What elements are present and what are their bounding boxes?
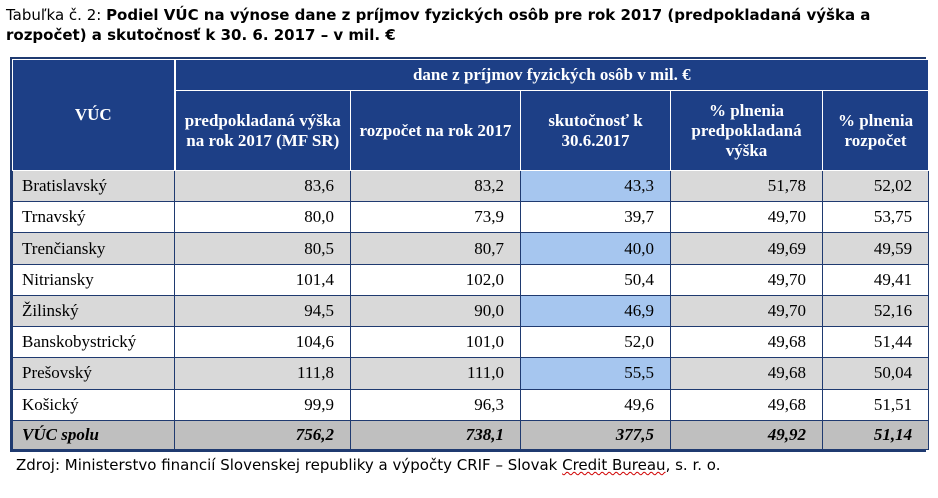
total-row-name: VÚC spolu: [12, 419, 175, 451]
cell-predpokladana: 99,9: [174, 388, 351, 421]
row-name: Banskobystrický: [12, 326, 175, 359]
cell-skutocnost: 55,5: [520, 357, 671, 390]
table-row: Trenčiansky 80,5 80,7 40,0 49,69 49,59: [12, 232, 930, 265]
row-name: Žilinský: [12, 294, 175, 328]
cell-predpokladana: 80,5: [174, 232, 351, 265]
cell-skutocnost: 50,4: [520, 263, 671, 296]
cell-plnenie-rozpocet: 49,59: [821, 232, 930, 265]
total-plnenie-rozpocet: 51,14: [821, 419, 930, 451]
cell-predpokladana: 94,5: [174, 294, 351, 328]
data-table-frame: VÚC dane z príjmov fyzických osôb v mil.…: [10, 57, 930, 452]
total-row: VÚC spolu 756,2 738,1 377,5 49,92 51,14: [12, 419, 930, 451]
caption-prefix: Tabuľka č. 2:: [6, 6, 107, 24]
table-row: Prešovský 111,8 111,0 55,5 49,68 50,04: [12, 357, 930, 390]
table-header: VÚC dane z príjmov fyzických osôb v mil.…: [12, 59, 930, 171]
header-col-rozpocet: rozpočet na rok 2017: [350, 90, 521, 171]
table-row: Nitriansky 101,4 102,0 50,4 49,70 49,41: [12, 263, 930, 296]
header-col-plnenie-predpokladana: % plnenia predpokladaná výška: [670, 90, 823, 171]
cell-skutocnost: 49,6: [520, 388, 671, 421]
row-name: Trnavský: [12, 201, 175, 234]
table-row: Košický 99,9 96,3 49,6 49,68 51,51: [12, 388, 930, 421]
cell-plnenie-rozpocet: 49,41: [821, 263, 930, 296]
header-group: dane z príjmov fyzických osôb v mil. €: [173, 59, 930, 91]
source-underlined-text: Credit Bureau: [562, 456, 666, 474]
cell-skutocnost: 52,0: [520, 326, 671, 359]
cell-plnenie-rozpocet: 50,04: [821, 357, 930, 390]
row-name: Prešovský: [12, 357, 175, 390]
total-predpokladana: 756,2: [174, 419, 351, 451]
cell-plnenie-predpokladana: 49,68: [670, 326, 823, 359]
caption-title: Podiel VÚC na výnose dane z príjmov fyzi…: [6, 6, 871, 44]
header-col-predpokladana: predpokladaná výška na rok 2017 (MF SR): [174, 90, 351, 171]
total-rozpocet: 738,1: [350, 419, 521, 451]
row-name: Košický: [12, 388, 175, 421]
cell-plnenie-predpokladana: 49,70: [670, 294, 823, 328]
total-skutocnost: 377,5: [520, 419, 671, 451]
cell-plnenie-rozpocet: 51,44: [821, 326, 930, 359]
header-col-skutocnost: skutočnosť k 30.6.2017: [520, 90, 671, 171]
cell-predpokladana: 83,6: [174, 169, 351, 203]
cell-plnenie-rozpocet: 52,02: [821, 169, 930, 203]
row-name: Bratislavský: [12, 169, 175, 203]
table-row: Bratislavský 83,6 83,2 43,3 51,78 52,02: [12, 169, 930, 203]
source-note: Zdroj: Ministerstvo financií Slovenskej …: [16, 455, 720, 475]
cell-rozpocet: 102,0: [350, 263, 521, 296]
cell-plnenie-predpokladana: 49,70: [670, 201, 823, 234]
cell-plnenie-predpokladana: 49,68: [670, 388, 823, 421]
cell-rozpocet: 80,7: [350, 232, 521, 265]
table-body: Bratislavský 83,6 83,2 43,3 51,78 52,02 …: [12, 169, 930, 451]
cell-rozpocet: 101,0: [350, 326, 521, 359]
cell-plnenie-rozpocet: 52,16: [821, 294, 930, 328]
source-text-end: , s. r. o.: [665, 456, 721, 474]
cell-predpokladana: 104,6: [174, 326, 351, 359]
table-row: Banskobystrický 104,6 101,0 52,0 49,68 5…: [12, 326, 930, 359]
cell-plnenie-predpokladana: 49,69: [670, 232, 823, 265]
cell-skutocnost: 46,9: [520, 294, 671, 328]
cell-predpokladana: 101,4: [174, 263, 351, 296]
cell-rozpocet: 90,0: [350, 294, 521, 328]
cell-predpokladana: 111,8: [174, 357, 351, 390]
table-row: Žilinský 94,5 90,0 46,9 49,70 52,16: [12, 294, 930, 328]
cell-skutocnost: 40,0: [520, 232, 671, 265]
source-text: Zdroj: Ministerstvo financií Slovenskej …: [16, 456, 563, 474]
table-row: Trnavský 80,0 73,9 39,7 49,70 53,75: [12, 201, 930, 234]
cell-plnenie-rozpocet: 51,51: [821, 388, 930, 421]
row-name: Nitriansky: [12, 263, 175, 296]
table-caption: Tabuľka č. 2: Podiel VÚC na výnose dane …: [6, 5, 932, 45]
header-vuc: VÚC: [12, 59, 176, 171]
cell-rozpocet: 111,0: [350, 357, 521, 390]
total-plnenie-predpokladana: 49,92: [670, 419, 823, 451]
cell-rozpocet: 73,9: [350, 201, 521, 234]
cell-rozpocet: 96,3: [350, 388, 521, 421]
cell-rozpocet: 83,2: [350, 169, 521, 203]
cell-plnenie-predpokladana: 49,70: [670, 263, 823, 296]
header-col-plnenie-rozpocet: % plnenia rozpočet: [821, 90, 930, 171]
cell-plnenie-predpokladana: 51,78: [670, 169, 823, 203]
cell-skutocnost: 39,7: [520, 201, 671, 234]
cell-predpokladana: 80,0: [174, 201, 351, 234]
data-table: VÚC dane z príjmov fyzických osôb v mil.…: [12, 59, 930, 451]
cell-plnenie-rozpocet: 53,75: [821, 201, 930, 234]
cell-plnenie-predpokladana: 49,68: [670, 357, 823, 390]
row-name: Trenčiansky: [12, 232, 175, 265]
cell-skutocnost: 43,3: [520, 169, 671, 203]
